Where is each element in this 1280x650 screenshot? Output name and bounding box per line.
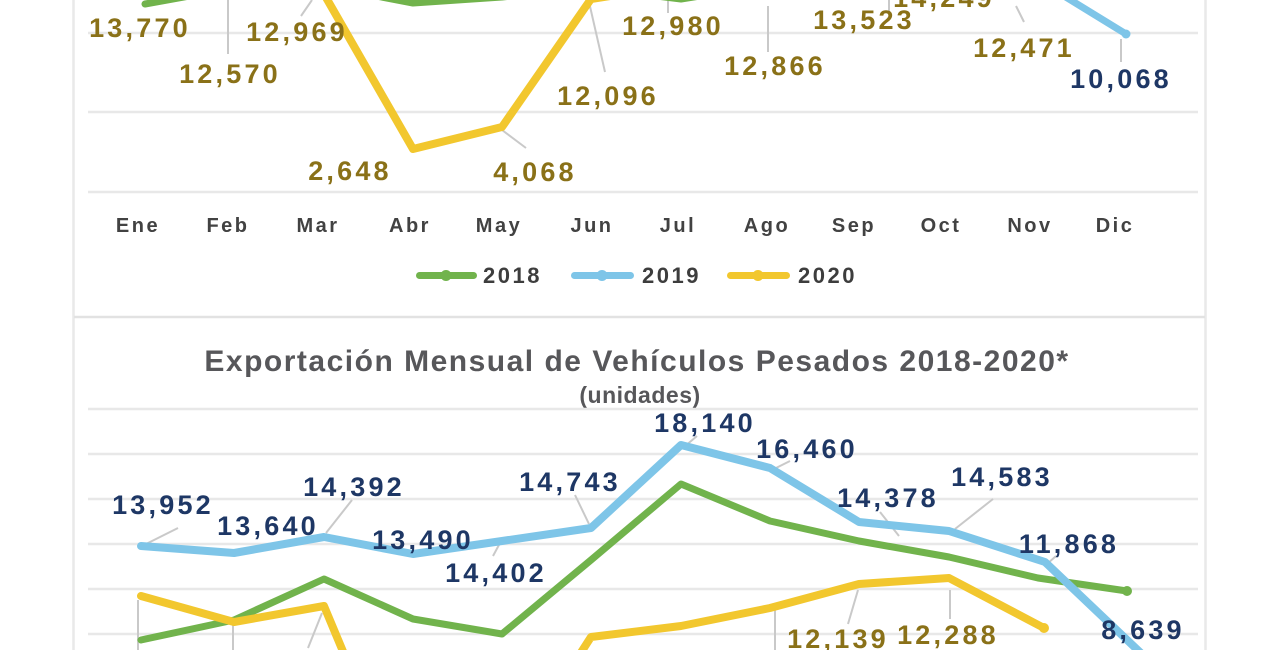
svg-text:16,460: 16,460 [756, 434, 858, 464]
svg-text:12,471: 12,471 [973, 33, 1075, 63]
svg-text:12,288: 12,288 [897, 620, 999, 650]
svg-text:8,639: 8,639 [1101, 615, 1185, 645]
svg-text:11,868: 11,868 [1019, 529, 1119, 559]
svg-text:Nov: Nov [1007, 215, 1052, 237]
svg-text:Exportación Mensual de Vehícul: Exportación Mensual de Vehículos Pesados… [204, 345, 1069, 378]
svg-text:13,640: 13,640 [217, 511, 319, 541]
svg-text:(unidades): (unidades) [579, 382, 700, 408]
svg-text:12,096: 12,096 [557, 81, 659, 111]
svg-text:May: May [476, 215, 522, 237]
svg-text:Sep: Sep [832, 215, 876, 237]
svg-text:13,490: 13,490 [372, 525, 474, 555]
svg-text:2019: 2019 [642, 263, 701, 288]
svg-text:14,743: 14,743 [519, 467, 621, 497]
svg-text:18,140: 18,140 [654, 408, 756, 438]
svg-text:Dic: Dic [1096, 215, 1135, 237]
svg-text:Abr: Abr [389, 215, 431, 237]
svg-text:2020: 2020 [798, 263, 857, 288]
svg-text:Jun: Jun [570, 215, 613, 237]
svg-text:12,969: 12,969 [246, 17, 348, 47]
svg-text:13,523: 13,523 [813, 5, 915, 35]
svg-text:14,249: 14,249 [893, 0, 995, 13]
svg-text:2,648: 2,648 [308, 156, 392, 186]
svg-text:4,068: 4,068 [493, 157, 577, 187]
svg-text:12,866: 12,866 [724, 51, 826, 81]
svg-text:12,570: 12,570 [179, 59, 281, 89]
svg-text:Feb: Feb [206, 215, 249, 237]
svg-text:Ago: Ago [744, 215, 790, 237]
svg-text:2018: 2018 [483, 263, 542, 288]
svg-text:13,952: 13,952 [112, 490, 214, 520]
svg-text:10,068: 10,068 [1070, 64, 1172, 94]
svg-text:14,392: 14,392 [303, 472, 405, 502]
svg-text:14,378: 14,378 [837, 483, 939, 513]
svg-text:12,139: 12,139 [787, 624, 889, 650]
svg-text:14,402: 14,402 [445, 558, 547, 588]
svg-text:Jul: Jul [660, 215, 696, 237]
svg-text:Ene: Ene [116, 215, 160, 237]
svg-text:13,770: 13,770 [89, 13, 191, 43]
svg-text:14,583: 14,583 [951, 462, 1053, 492]
svg-text:Mar: Mar [296, 215, 339, 237]
svg-text:Oct: Oct [921, 215, 962, 237]
svg-text:12,980: 12,980 [622, 11, 724, 41]
